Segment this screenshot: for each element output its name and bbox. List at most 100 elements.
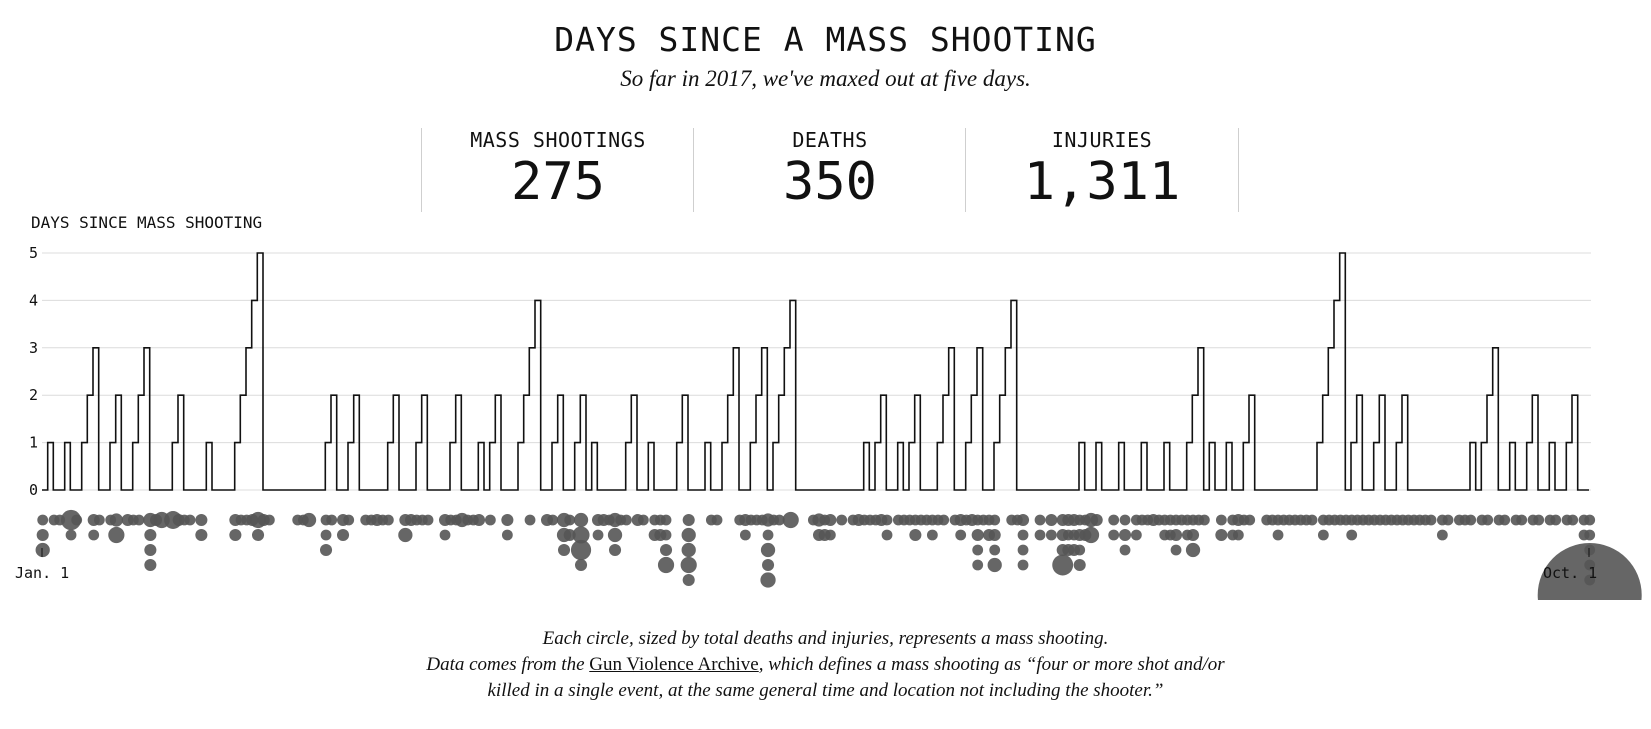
shooting-circle [71,514,83,526]
shooting-circle [229,528,242,542]
shooting-circle [65,529,77,541]
shooting-circle [1118,528,1132,542]
shooting-circle [1584,514,1596,526]
shooting-circle [263,514,275,526]
shooting-circle [1017,529,1029,541]
shooting-circle [326,514,338,526]
shooting-circle [824,529,836,541]
shooting-circle [1130,529,1142,541]
shooting-circle [184,514,196,526]
shooting-circle [938,514,950,526]
stat-label: DEATHS [792,128,868,152]
shooting-circle [133,514,145,526]
shooting-circle [1306,514,1318,526]
shooting-circle [144,558,157,572]
shooting-circle [1017,544,1029,556]
shooting-circle [1073,558,1086,572]
y-tick-label: 5 [29,244,38,262]
shooting-circle [760,572,776,588]
shooting-circle [987,557,1002,573]
shooting-circle [109,513,123,527]
shooting-circle [1550,514,1562,526]
shooting-circle [1215,514,1227,526]
shooting-circle [93,514,105,526]
shooting-circle [681,527,696,543]
shooting-circle [680,556,697,574]
shooting-circle [681,542,696,558]
shooting-circle [251,528,265,542]
shooting-circle [711,514,723,526]
stat-mass-shootings: MASS SHOOTINGS 275 [421,128,694,212]
shooting-circle [108,526,125,544]
shooting-circle [1516,514,1528,526]
y-tick-label: 0 [29,481,38,499]
shooting-circle [195,528,208,542]
shooting-circle [607,527,623,543]
shooting-circle [1034,529,1046,541]
shooting-circle [1090,513,1103,527]
shooting-circle [1482,514,1494,526]
shooting-circle [1170,544,1182,556]
shooting-circle [909,528,922,542]
shooting-circle [682,573,695,587]
y-tick-label: 3 [29,339,38,357]
shooting-circle [1016,513,1030,527]
shooting-circle [547,514,559,526]
shooting-circle [773,514,785,526]
shooting-circle [1052,554,1074,576]
shooting-circle [620,514,632,526]
shooting-circle [574,558,588,572]
shooting-circle [1442,514,1454,526]
shooting-circle [989,514,1001,526]
shooting-circle [1017,559,1029,571]
shooting-circle [88,529,100,541]
gun-violence-archive-link[interactable]: Gun Violence Archive [589,654,759,675]
shooting-circle [989,544,1001,556]
shooting-circle [572,526,590,544]
shooting-circle [1215,528,1228,542]
shooting-circle [1185,542,1201,558]
shooting-circle [926,529,938,541]
shooting-circle [1119,514,1131,526]
shooting-circle [35,542,50,558]
shooting-circle [1272,529,1284,541]
footnote-text: Data comes from the [426,654,590,675]
shooting-circle [592,529,604,541]
shooting-circle [761,558,775,572]
shooting-circle [1499,514,1511,526]
x-tick-label: Jan. 1 [15,564,69,582]
shooting-circle [336,528,350,542]
shooting-circle [37,514,49,526]
shooting-circle [1584,529,1596,541]
days-since-chart: DAYS SINCE MASS SHOOTING 0 1 2 3 4 5 Jan. 1 Oct.… [15,213,1642,600]
shooting-circle [881,514,893,526]
shooting-circle [971,528,984,542]
shooting-circle [1045,513,1058,527]
y-tick-label: 4 [29,291,38,309]
shooting-circle [524,514,536,526]
shooting-circle [660,514,672,526]
x-tick-label: Oct. 1 [1543,564,1597,582]
shooting-circle [1082,526,1100,544]
footnote: Each circle, sized by total deaths and i… [0,626,1651,704]
shooting-circle [1198,514,1210,526]
shooting-circle [881,529,893,541]
days-since-line [42,252,1589,491]
shooting-circle [1317,529,1329,541]
shooting-circle [637,514,649,526]
shooting-circle [972,559,984,571]
footnote-line-2: Data comes from the Gun Violence Archive… [0,652,1651,678]
footnote-line-3: killed in a single event, at the same ge… [487,680,1164,701]
shooting-circle [422,514,434,526]
shooting-circle [782,511,799,529]
shooting-circle [1108,529,1120,541]
shooting-circle [320,529,332,541]
shooting-circle [760,542,776,558]
shooting-circle [563,528,576,542]
shooting-circle [144,543,157,557]
shooting-circle [657,556,675,574]
stat-value: 350 [783,152,877,212]
shooting-circle [398,527,413,543]
shooting-circle [955,529,967,541]
shooting-circle [762,529,774,541]
